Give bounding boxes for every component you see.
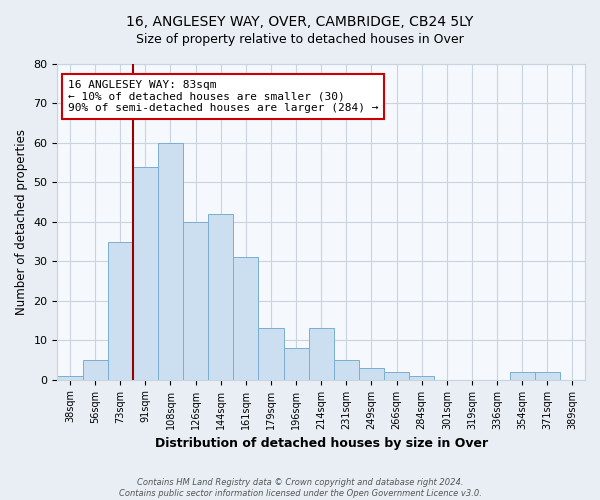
- Text: 16 ANGLESEY WAY: 83sqm
← 10% of detached houses are smaller (30)
90% of semi-det: 16 ANGLESEY WAY: 83sqm ← 10% of detached…: [68, 80, 379, 113]
- Text: Size of property relative to detached houses in Over: Size of property relative to detached ho…: [136, 32, 464, 46]
- Bar: [259, 328, 284, 380]
- X-axis label: Distribution of detached houses by size in Over: Distribution of detached houses by size …: [155, 437, 488, 450]
- Bar: [359, 368, 384, 380]
- Bar: [233, 258, 259, 380]
- Text: 16, ANGLESEY WAY, OVER, CAMBRIDGE, CB24 5LY: 16, ANGLESEY WAY, OVER, CAMBRIDGE, CB24 …: [127, 15, 473, 29]
- Y-axis label: Number of detached properties: Number of detached properties: [15, 129, 28, 315]
- Bar: [409, 376, 434, 380]
- Bar: [58, 376, 83, 380]
- Bar: [384, 372, 409, 380]
- Bar: [334, 360, 359, 380]
- Bar: [83, 360, 107, 380]
- Text: Contains HM Land Registry data © Crown copyright and database right 2024.
Contai: Contains HM Land Registry data © Crown c…: [119, 478, 481, 498]
- Bar: [535, 372, 560, 380]
- Bar: [308, 328, 334, 380]
- Bar: [183, 222, 208, 380]
- Bar: [158, 143, 183, 380]
- Bar: [107, 242, 133, 380]
- Bar: [284, 348, 308, 380]
- Bar: [208, 214, 233, 380]
- Bar: [133, 166, 158, 380]
- Bar: [509, 372, 535, 380]
